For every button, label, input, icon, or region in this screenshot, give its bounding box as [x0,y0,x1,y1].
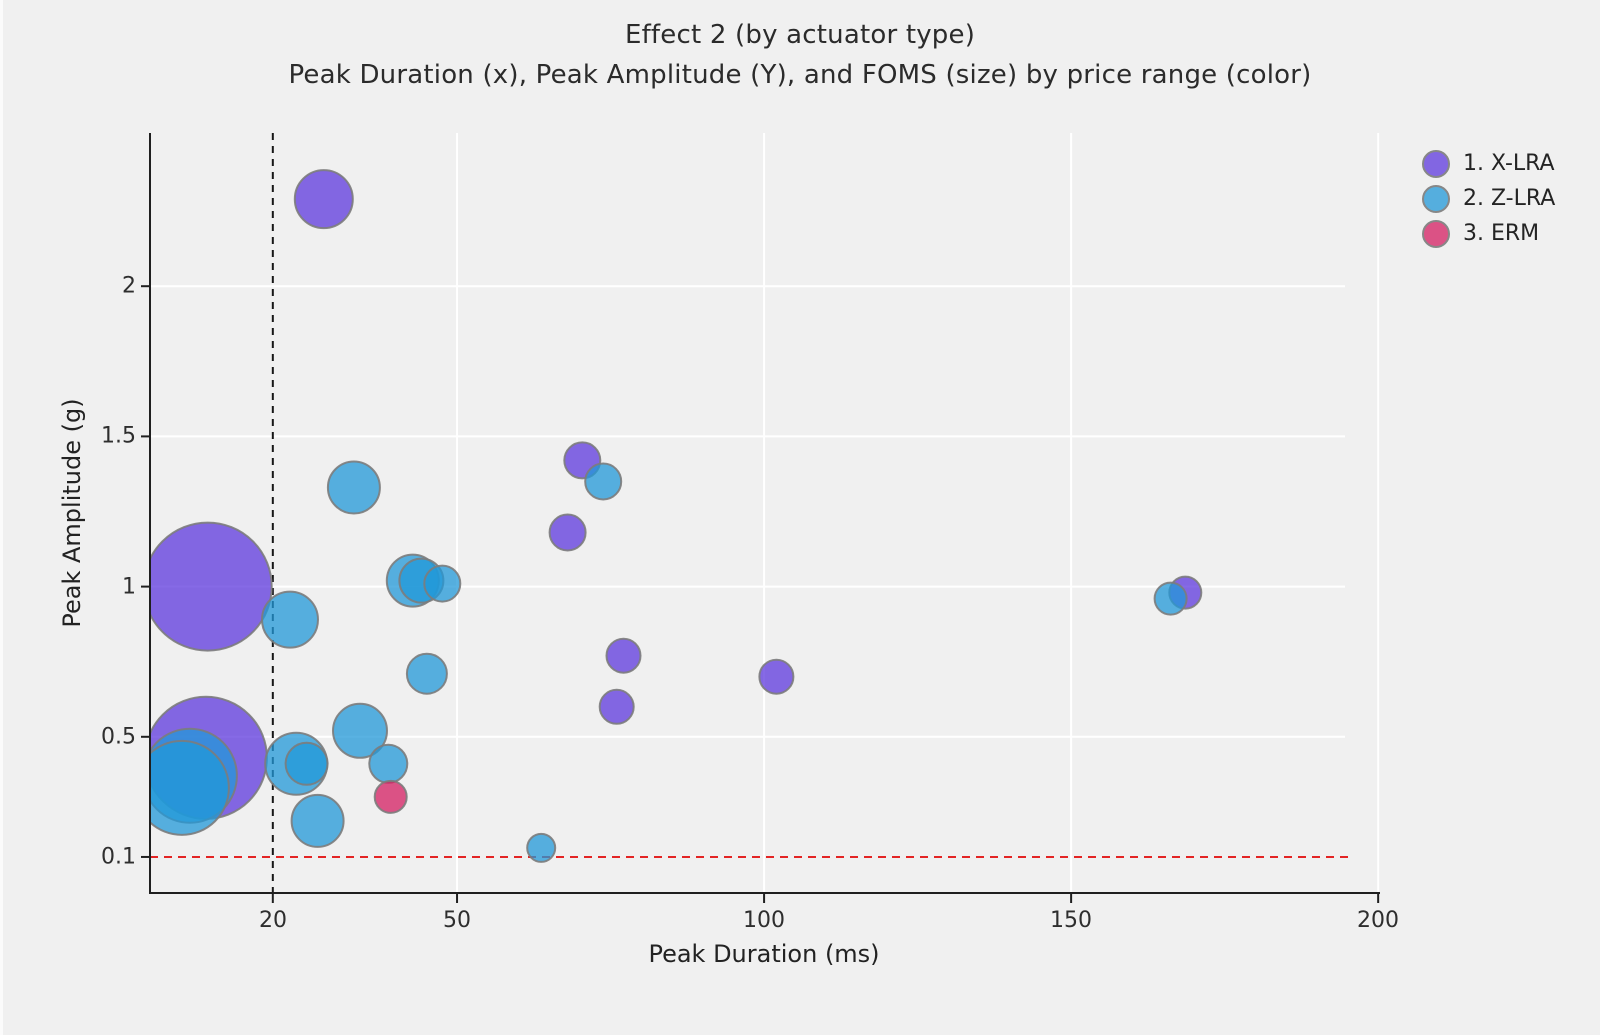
legend-label-x-lra: 1. X-LRA [1463,151,1555,176]
bubble-series-0 [548,513,587,552]
bubble-series-1 [405,652,448,695]
legend: 1. X-LRA 2. Z-LRA 3. ERM [1422,146,1555,251]
legend-label-erm: 3. ERM [1463,221,1540,246]
legend-marker-erm [1422,219,1450,248]
y-tick-label: 2 [122,273,136,299]
bubble-series-1 [326,460,381,515]
bubble-series-1 [150,739,230,836]
x-tick-label: 150 [1050,908,1092,933]
bubble-series-0 [598,688,635,725]
y-tick-label: 1.5 [101,423,136,449]
chart-title: Effect 2 (by actuator type) [624,20,976,50]
x-tick-label: 100 [743,908,785,933]
bubble-series-1 [526,832,557,863]
bubble-series-1 [332,702,388,759]
bubble-series-1 [261,590,319,649]
legend-item-x-lra: 1. X-LRA [1422,146,1555,181]
x-axis-label: Peak Duration (ms) [648,940,880,968]
bubble-series-0 [150,521,273,652]
chart-subtitle: Peak Duration (x), Peak Amplitude (Y), a… [288,60,1312,90]
bubble-series-0 [758,658,795,695]
bubble-series-0 [293,169,354,230]
bubble-series-1 [368,743,409,784]
y-axis-label: Peak Amplitude (g) [58,398,86,628]
legend-item-erm: 3. ERM [1422,216,1555,251]
bubble-layer [150,169,1203,863]
bubble-series-1 [1153,581,1188,616]
bubble-series-1 [584,462,623,501]
y-tick-label: 1 [122,574,136,600]
legend-label-z-lra: 2. Z-LRA [1463,186,1556,211]
bubble-series-1 [423,564,462,603]
y-tick-label: 0.1 [101,844,136,870]
bubble-series-1 [290,793,345,848]
bubble-series-0 [605,637,642,674]
legend-marker-z-lra [1422,184,1450,213]
bubble-series-2 [373,779,408,814]
legend-item-z-lra: 2. Z-LRA [1422,181,1555,216]
legend-marker-x-lra [1422,149,1450,178]
bubble-series-1 [284,741,329,786]
x-tick-label: 50 [443,908,471,933]
left-edge-highlight [0,0,3,1035]
x-tick-label: 200 [1357,908,1399,933]
x-tick-label: 20 [259,908,287,933]
y-tick-label: 0.5 [101,724,136,750]
